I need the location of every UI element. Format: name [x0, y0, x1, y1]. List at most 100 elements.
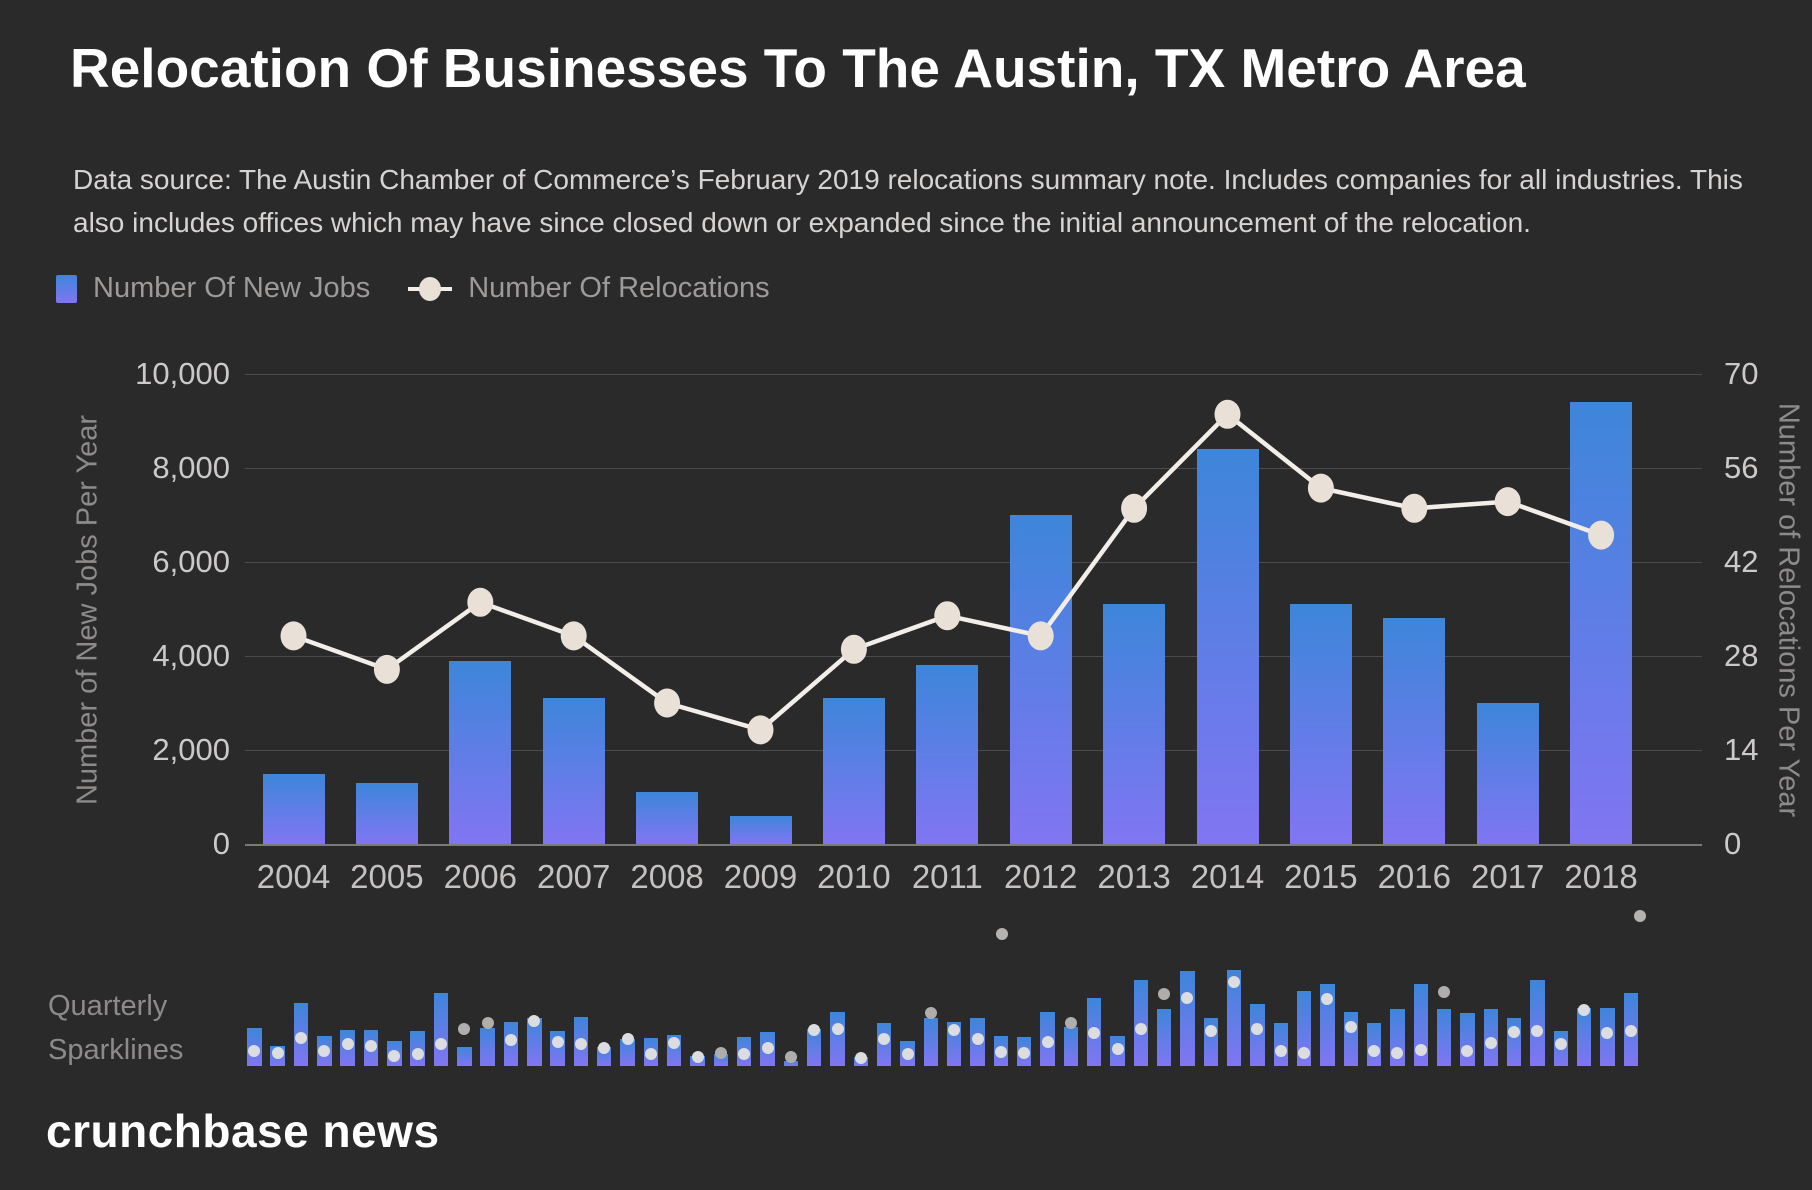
sparkline-dot-q57	[1554, 1038, 1567, 1050]
sparkline-dot-q32	[971, 1033, 984, 1045]
sparklines-label-line1: Quarterly	[48, 990, 168, 1022]
relocations-point-2005	[373, 654, 400, 684]
x-axis-baseline	[245, 844, 1702, 846]
right-axis-tick-label: 70	[1724, 356, 1759, 391]
sparkline-dot-q34	[1018, 1047, 1031, 1059]
right-axis-tick-label: 28	[1724, 638, 1759, 673]
bar-2015	[1289, 604, 1352, 844]
sparkline-dot-q27	[854, 1052, 867, 1064]
x-axis-label-2014: 2014	[1190, 858, 1265, 895]
sparkline-dot-q17	[621, 1033, 634, 1045]
legend-dot-icon	[419, 276, 442, 301]
sparkline-bar-q9	[433, 993, 449, 1066]
sparkline-dot-q14	[551, 1036, 564, 1048]
sparkline-dot-q58	[1578, 1004, 1591, 1016]
sparkline-dot-q20	[691, 1051, 704, 1063]
sparkline-bar-q52	[1436, 1009, 1452, 1066]
sparkline-dot-q11	[481, 1017, 494, 1029]
bar-2007	[542, 698, 605, 844]
sparkline-dot-q41	[1181, 992, 1194, 1004]
gridline	[245, 374, 1702, 375]
sparkline-bar-q30	[923, 1018, 939, 1066]
sparkline-dot-q50	[1391, 1047, 1404, 1059]
sparkline-dot-q28	[878, 1033, 891, 1045]
sparkline-dot-q9	[434, 1038, 447, 1050]
sparkline-dot-q10	[458, 1023, 471, 1035]
sparkline-dot-q16	[598, 1042, 611, 1054]
gridline	[245, 656, 1702, 657]
gridline	[245, 468, 1702, 469]
sparkline-bar-q36	[1063, 1027, 1078, 1066]
sparkline-bar-q43	[1226, 970, 1242, 1066]
sparkline-bar-q41	[1180, 971, 1195, 1066]
sparkline-bar-q26	[830, 1012, 845, 1066]
left-axis-tick-label: 6,000	[152, 544, 230, 579]
sparkline-dot-q31	[948, 1024, 961, 1036]
relocations-legend-marker-icon	[408, 275, 453, 303]
sparkline-dot-q35	[1041, 1036, 1054, 1048]
x-axis-label-2011: 2011	[911, 858, 983, 895]
sparkline-dot-q48	[1344, 1021, 1357, 1033]
x-axis-label-2004: 2004	[256, 858, 331, 895]
sparkline-dot-q22	[738, 1048, 751, 1060]
relocations-point-2016	[1401, 493, 1428, 523]
bar-2018	[1570, 402, 1633, 844]
sparkline-bar-q17	[620, 1039, 635, 1066]
data-source-note-line1: Data source: The Austin Chamber of Comme…	[73, 164, 1743, 195]
sparkline-dot-q39	[1134, 1023, 1147, 1035]
relocations-point-2013	[1121, 493, 1148, 523]
bar-2005	[355, 782, 418, 844]
relocations-point-2010	[840, 634, 867, 664]
sparkline-bar-q10	[457, 1047, 472, 1066]
x-axis-label-2007: 2007	[536, 858, 611, 895]
sparkline-dot-q12	[504, 1034, 517, 1046]
sparkline-dot-q23	[761, 1042, 774, 1054]
sparkline-dot-q7	[388, 1050, 401, 1062]
sparkline-dot-q49	[1368, 1045, 1381, 1057]
right-axis-title: Number of Relocations Per Year	[1772, 402, 1805, 818]
sparkline-dot-q44	[1251, 1023, 1264, 1035]
sparkline-bar-q13	[527, 1018, 542, 1066]
legend: Number Of New Jobs Number Of Relocations	[56, 272, 770, 305]
relocations-point-2014	[1214, 399, 1241, 429]
sparkline-bar-q25	[806, 1029, 822, 1066]
sparkline-dot-q15	[574, 1038, 587, 1050]
crunchbase-news-logo: crunchbase news	[46, 1105, 440, 1157]
sparklines-label: Quarterly Sparklines	[48, 984, 183, 1072]
sparkline-dot-q26	[831, 1023, 844, 1035]
x-axis-label-2006: 2006	[443, 858, 517, 895]
sparkline-bar-q58	[1576, 1008, 1592, 1066]
left-axis-tick-label: 4,000	[152, 638, 230, 673]
right-axis-tick-label: 56	[1724, 450, 1759, 485]
data-source-note-line2: also includes offices which may have sin…	[73, 207, 1531, 238]
gridline	[245, 562, 1702, 563]
left-axis-tick-label: 10,000	[135, 356, 230, 391]
bar-2010	[822, 698, 885, 844]
bar-2009	[729, 815, 792, 844]
right-axis-tick-label: 0	[1724, 826, 1742, 861]
left-axis-title: Number of New Jobs Per Year	[71, 414, 104, 806]
jobs-legend-label: Number Of New Jobs	[93, 272, 371, 304]
sparkline-dot-q36	[1064, 1017, 1077, 1029]
right-axis-tick-label: 42	[1724, 544, 1759, 579]
relocations-point-2017	[1494, 487, 1521, 517]
sparklines-label-line2: Sparklines	[48, 1034, 184, 1066]
sparkline-dot-q3	[294, 1032, 307, 1044]
stray-dot-2	[1634, 910, 1646, 922]
sparkline-bar-q40	[1156, 1009, 1172, 1066]
sparkline-dot-q42	[1204, 1025, 1217, 1037]
sparkline-dot-q30	[924, 1007, 937, 1019]
relocations-line-series	[280, 399, 1615, 745]
data-source-note: Data source: The Austin Chamber of Comme…	[73, 158, 1743, 244]
sparkline-bar-q53	[1460, 1013, 1475, 1066]
x-axis-label-2005: 2005	[350, 858, 424, 895]
bar-2011	[916, 665, 979, 844]
sparkline-dot-q24	[784, 1051, 797, 1063]
left-axis-tick-label: 2,000	[152, 732, 230, 767]
sparkline-dot-q45	[1274, 1045, 1287, 1057]
sparkline-dot-q33	[994, 1046, 1007, 1058]
sparkline-dot-q25	[808, 1024, 821, 1036]
relocations-point-2015	[1307, 473, 1334, 503]
sparkline-dot-q54	[1484, 1037, 1497, 1049]
